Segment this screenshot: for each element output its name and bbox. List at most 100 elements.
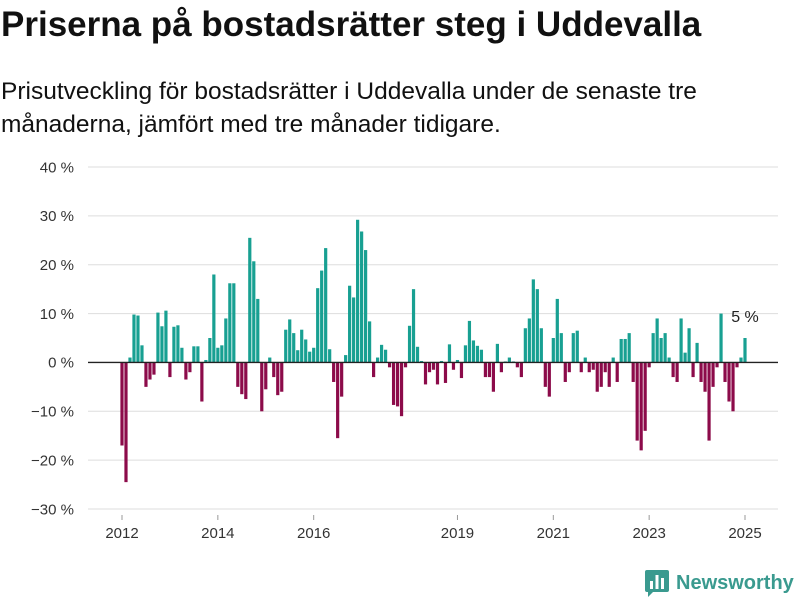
bar-increase bbox=[364, 250, 368, 363]
bar-decrease bbox=[276, 362, 280, 396]
bar-decrease bbox=[615, 362, 619, 382]
bar-decrease bbox=[184, 362, 188, 380]
gridlines bbox=[88, 166, 778, 510]
bar-decrease bbox=[567, 362, 571, 373]
bar-increase bbox=[419, 360, 424, 363]
bar-increase bbox=[739, 357, 743, 363]
bar-increase bbox=[252, 261, 256, 363]
bar-decrease bbox=[587, 362, 591, 373]
bar-decrease bbox=[168, 362, 172, 378]
bar-increase bbox=[136, 315, 140, 363]
bar-decrease bbox=[727, 362, 731, 402]
bar-decrease bbox=[723, 362, 727, 382]
annotations: 5 % bbox=[731, 309, 759, 326]
bar-increase bbox=[651, 333, 655, 363]
bar-increase bbox=[248, 237, 252, 363]
bar-decrease bbox=[236, 362, 240, 387]
newsworthy-logo-icon bbox=[645, 570, 669, 597]
bar-increase bbox=[216, 347, 220, 363]
bar-increase bbox=[571, 333, 575, 363]
bar-decrease bbox=[336, 362, 340, 439]
bar-increase bbox=[176, 325, 180, 363]
bar-decrease bbox=[707, 362, 711, 441]
bar-decrease bbox=[427, 362, 432, 373]
bar-increase bbox=[284, 329, 288, 363]
bar-decrease bbox=[372, 362, 376, 378]
x-tick-label: 2021 bbox=[537, 525, 570, 542]
bar-increase bbox=[623, 338, 627, 363]
bar-increase bbox=[316, 288, 320, 363]
bar-increase bbox=[160, 326, 164, 363]
bar-increase bbox=[320, 270, 324, 363]
bar-decrease bbox=[703, 362, 707, 392]
bar-increase bbox=[539, 328, 543, 363]
bar-increase bbox=[368, 321, 372, 363]
bar-decrease bbox=[715, 362, 719, 368]
bar-decrease bbox=[595, 362, 599, 392]
latest-value-label: 5 % bbox=[731, 309, 759, 326]
bar-decrease bbox=[671, 362, 675, 378]
bar-decrease bbox=[675, 362, 679, 382]
bar-increase bbox=[439, 360, 444, 363]
bar-decrease bbox=[515, 362, 519, 368]
bar-increase bbox=[224, 318, 228, 363]
x-axis: 2012 2014 2016 2019 2021 2023 2025 bbox=[105, 515, 762, 542]
bar-increase bbox=[212, 274, 216, 363]
bar-decrease bbox=[591, 362, 595, 370]
bar-increase bbox=[667, 357, 671, 363]
brand-name: Newsworthy bbox=[676, 572, 794, 594]
bar-increase bbox=[411, 289, 416, 363]
bar-increase bbox=[256, 298, 260, 363]
bar-increase bbox=[164, 310, 168, 363]
bar-increase bbox=[360, 231, 364, 363]
bar-decrease bbox=[200, 362, 204, 402]
bar-decrease bbox=[643, 362, 647, 431]
bar-decrease bbox=[399, 362, 404, 417]
bar-decrease bbox=[603, 362, 607, 373]
bar-decrease bbox=[563, 362, 567, 382]
bar-increase bbox=[292, 333, 296, 363]
bar-decrease bbox=[340, 362, 344, 397]
bar-decrease bbox=[635, 362, 639, 441]
bar-increase bbox=[268, 357, 272, 363]
bar-increase bbox=[627, 333, 631, 363]
logo-bar bbox=[655, 575, 659, 589]
bar-increase bbox=[575, 330, 579, 363]
bar-decrease bbox=[483, 362, 488, 378]
y-tick-label: 30 % bbox=[40, 208, 74, 225]
y-tick-label: 10 % bbox=[40, 306, 74, 323]
bar-decrease bbox=[391, 362, 396, 405]
bar-increase bbox=[348, 285, 352, 363]
bar-increase bbox=[583, 357, 587, 363]
bar-decrease bbox=[435, 362, 440, 385]
bar-increase bbox=[447, 344, 452, 363]
bar-increase bbox=[232, 283, 236, 363]
bar-increase bbox=[663, 333, 667, 363]
bar-increase bbox=[132, 314, 136, 363]
bar-increase bbox=[719, 313, 723, 363]
bar-decrease bbox=[699, 362, 703, 382]
bar-decrease bbox=[639, 362, 643, 451]
bar-decrease bbox=[599, 362, 603, 387]
y-tick-label: 40 % bbox=[40, 159, 74, 176]
bar-decrease bbox=[491, 362, 495, 392]
bar-increase bbox=[683, 352, 687, 363]
bar-decrease bbox=[431, 362, 436, 370]
bar-increase bbox=[288, 319, 292, 363]
bar-increase bbox=[375, 357, 380, 363]
bar-decrease bbox=[272, 362, 276, 378]
bar-increase bbox=[559, 333, 563, 363]
bar-decrease bbox=[499, 362, 503, 373]
bar-increase bbox=[344, 355, 348, 363]
bar-increase bbox=[128, 357, 132, 363]
bars bbox=[120, 219, 747, 483]
bar-increase bbox=[312, 347, 316, 363]
bar-increase bbox=[204, 359, 208, 363]
bar-increase bbox=[655, 318, 659, 363]
y-tick-label: 0 % bbox=[48, 355, 74, 372]
bar-decrease bbox=[387, 362, 392, 368]
bar-decrease bbox=[124, 362, 128, 483]
bar-increase bbox=[535, 289, 539, 363]
bar-increase bbox=[687, 328, 691, 363]
bar-increase bbox=[172, 326, 176, 363]
